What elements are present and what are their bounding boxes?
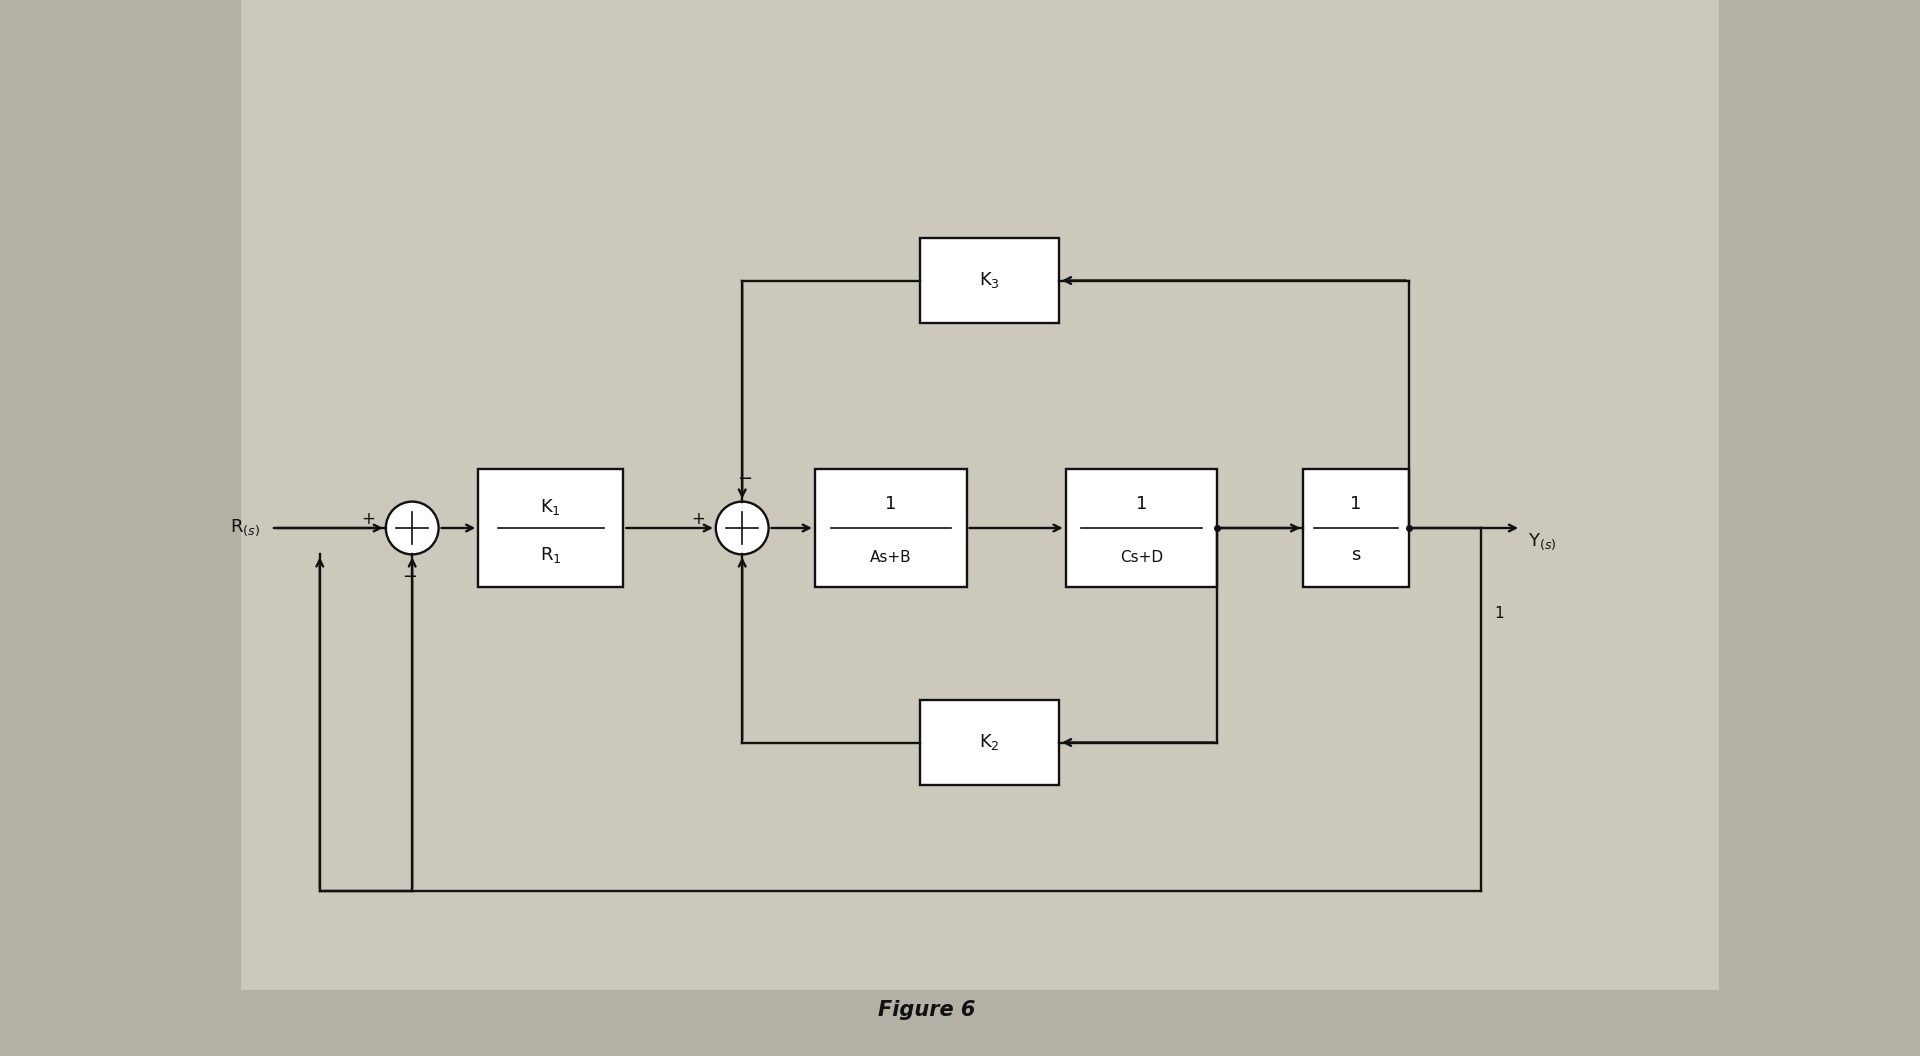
Text: 1: 1 — [1494, 606, 1503, 621]
Text: K$_2$: K$_2$ — [979, 733, 1000, 753]
Bar — [1066, 469, 1217, 587]
Text: +: + — [361, 510, 374, 528]
Text: Figure 6: Figure 6 — [877, 1000, 975, 1020]
Text: K$_1$: K$_1$ — [540, 496, 561, 516]
Bar — [1304, 469, 1409, 587]
Circle shape — [386, 502, 438, 554]
Text: +: + — [691, 510, 705, 528]
Bar — [920, 238, 1060, 323]
Bar — [478, 469, 624, 587]
Text: Cs+D: Cs+D — [1119, 550, 1164, 565]
Bar — [920, 700, 1060, 786]
Text: As+B: As+B — [870, 550, 912, 565]
Text: Y$_{(s)}$: Y$_{(s)}$ — [1528, 531, 1555, 551]
Text: 1: 1 — [885, 495, 897, 513]
Text: −: − — [737, 470, 753, 488]
Text: K$_3$: K$_3$ — [979, 270, 1000, 290]
Text: 1: 1 — [1350, 495, 1361, 513]
Text: −: − — [401, 568, 417, 586]
Text: s: s — [1352, 546, 1361, 564]
Bar — [814, 469, 966, 587]
Text: R$_{(s)}$: R$_{(s)}$ — [230, 517, 261, 539]
Text: 1: 1 — [1137, 495, 1146, 513]
Text: R$_1$: R$_1$ — [540, 545, 561, 565]
Bar — [240, 0, 1718, 991]
Circle shape — [716, 502, 768, 554]
